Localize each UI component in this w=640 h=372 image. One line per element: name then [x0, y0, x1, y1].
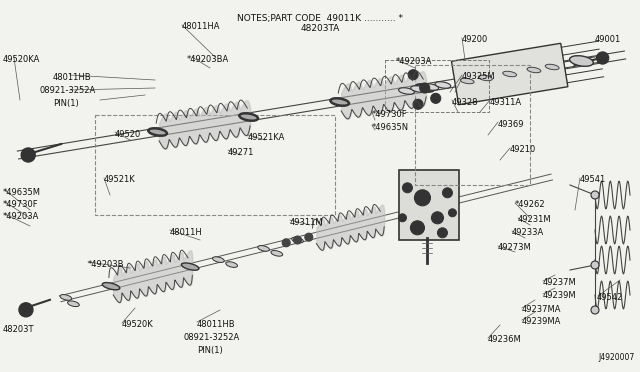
Text: 49271: 49271	[228, 148, 254, 157]
Ellipse shape	[292, 237, 303, 243]
Circle shape	[408, 70, 418, 80]
Ellipse shape	[148, 129, 166, 135]
Circle shape	[596, 52, 609, 64]
Circle shape	[431, 212, 444, 224]
Text: *49262: *49262	[515, 200, 546, 209]
Text: 49520KA: 49520KA	[3, 55, 40, 64]
Circle shape	[420, 83, 429, 93]
Text: 49541: 49541	[580, 175, 606, 184]
Text: J4920007: J4920007	[599, 353, 635, 362]
Text: 48011HB: 48011HB	[53, 73, 92, 82]
Text: *49203B: *49203B	[88, 260, 125, 269]
Circle shape	[294, 236, 301, 244]
Ellipse shape	[330, 98, 349, 106]
Ellipse shape	[479, 75, 492, 81]
Text: 49236M: 49236M	[488, 335, 522, 344]
Ellipse shape	[331, 99, 349, 105]
Ellipse shape	[212, 257, 224, 262]
Text: 49210: 49210	[510, 145, 536, 154]
Ellipse shape	[239, 113, 259, 121]
Text: 08921-3252A: 08921-3252A	[40, 86, 96, 95]
Ellipse shape	[435, 82, 451, 88]
Text: 49273M: 49273M	[498, 243, 532, 252]
Text: *49635N: *49635N	[372, 123, 409, 132]
Text: 49521KA: 49521KA	[248, 133, 285, 142]
Ellipse shape	[181, 263, 199, 270]
Ellipse shape	[416, 85, 433, 91]
Bar	[385, 60, 489, 112]
Text: 48203TA: 48203TA	[300, 24, 340, 33]
Ellipse shape	[591, 261, 599, 269]
Ellipse shape	[423, 84, 438, 90]
Ellipse shape	[240, 114, 257, 120]
Ellipse shape	[570, 56, 593, 66]
Text: 49231M: 49231M	[518, 215, 552, 224]
Text: *49203A: *49203A	[396, 57, 433, 66]
Ellipse shape	[460, 78, 474, 84]
Ellipse shape	[68, 301, 79, 307]
Text: 48011H: 48011H	[170, 228, 203, 237]
Ellipse shape	[258, 246, 269, 251]
Circle shape	[415, 190, 431, 206]
Text: 08921-3252A: 08921-3252A	[184, 333, 240, 342]
Text: 49325M: 49325M	[462, 72, 495, 81]
Circle shape	[410, 221, 424, 235]
Circle shape	[431, 93, 441, 103]
Ellipse shape	[60, 295, 72, 300]
Ellipse shape	[415, 84, 435, 92]
Text: NOTES;PART CODE  49011K ........... *: NOTES;PART CODE 49011K ........... *	[237, 14, 403, 23]
Text: 49239MA: 49239MA	[522, 317, 561, 326]
Text: PIN(1): PIN(1)	[53, 99, 79, 108]
Circle shape	[282, 239, 290, 247]
Text: 49233A: 49233A	[512, 228, 544, 237]
Circle shape	[438, 228, 447, 238]
Ellipse shape	[399, 88, 414, 94]
Circle shape	[413, 99, 423, 109]
Ellipse shape	[545, 64, 559, 70]
Text: 49520K: 49520K	[122, 320, 154, 329]
Text: 49369: 49369	[498, 120, 525, 129]
Text: *49203A: *49203A	[3, 212, 40, 221]
Ellipse shape	[527, 67, 541, 73]
Text: 49237MA: 49237MA	[522, 305, 561, 314]
Text: *49203BA: *49203BA	[187, 55, 229, 64]
Circle shape	[399, 214, 406, 222]
Text: 48203T: 48203T	[3, 325, 35, 334]
Text: 49001: 49001	[595, 35, 621, 44]
Text: *49730F: *49730F	[372, 110, 408, 119]
Bar	[415, 65, 530, 185]
Ellipse shape	[591, 191, 599, 199]
Text: 49520: 49520	[115, 130, 141, 139]
Ellipse shape	[411, 86, 426, 92]
Text: 49311A: 49311A	[490, 98, 522, 107]
Circle shape	[19, 303, 33, 317]
Text: *49730F: *49730F	[3, 200, 38, 209]
Text: *49635M: *49635M	[3, 188, 41, 197]
Text: 49237M: 49237M	[543, 278, 577, 287]
Bar	[399, 170, 460, 240]
Circle shape	[305, 233, 313, 241]
Circle shape	[21, 148, 35, 162]
Text: 49542: 49542	[597, 293, 623, 302]
Bar	[95, 115, 335, 215]
Text: 49311M: 49311M	[290, 218, 324, 227]
Text: 49521K: 49521K	[104, 175, 136, 184]
Text: 49200: 49200	[462, 35, 488, 44]
Text: 48011HB: 48011HB	[197, 320, 236, 329]
Text: 48011HA: 48011HA	[182, 22, 221, 31]
Text: 49328: 49328	[452, 98, 479, 107]
Circle shape	[449, 209, 456, 217]
Ellipse shape	[271, 250, 283, 256]
Ellipse shape	[503, 71, 516, 77]
Ellipse shape	[102, 283, 120, 290]
Circle shape	[442, 188, 452, 198]
Ellipse shape	[226, 262, 237, 267]
Ellipse shape	[591, 306, 599, 314]
Circle shape	[403, 183, 412, 193]
Polygon shape	[451, 43, 568, 105]
Text: 49239M: 49239M	[543, 291, 577, 300]
Text: PIN(1): PIN(1)	[197, 346, 223, 355]
Ellipse shape	[148, 128, 168, 136]
